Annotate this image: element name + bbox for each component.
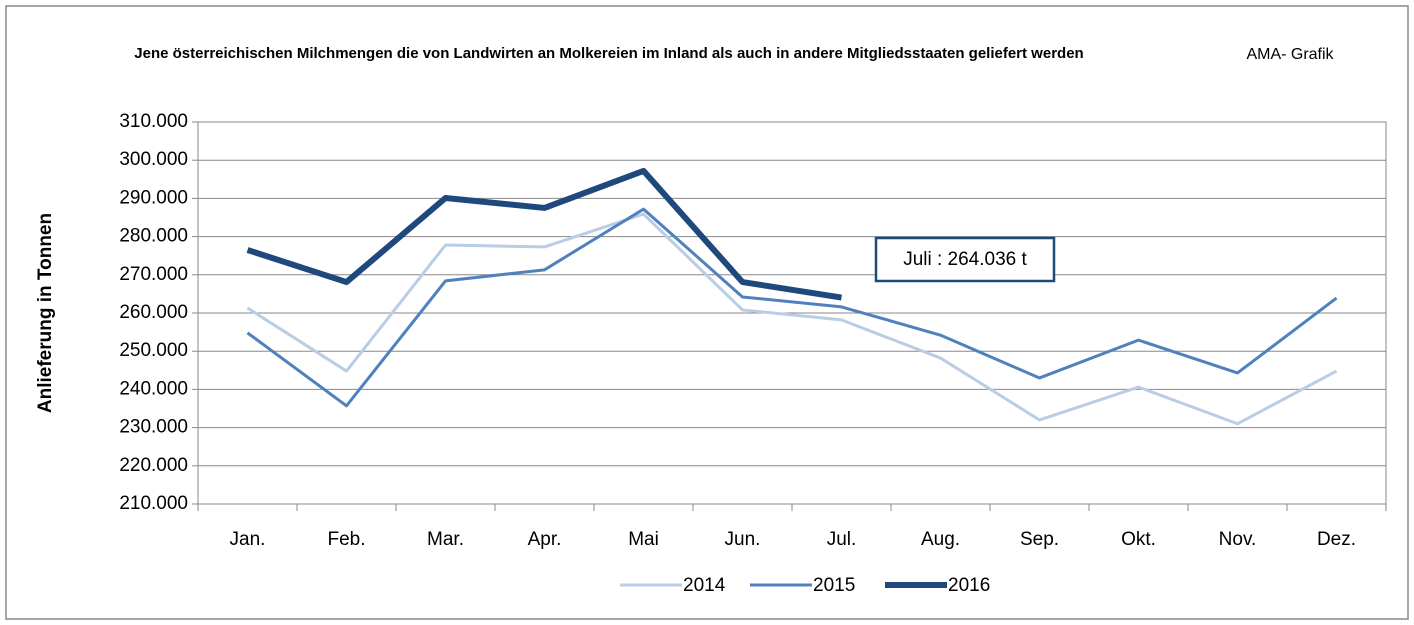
x-tick-label: Sep. [1020,529,1059,550]
source: AMA- Grafik [1246,46,1334,63]
y-tick-label: 310.000 [119,111,188,132]
x-tick-label: Nov. [1219,529,1257,550]
y-tick-label: 230.000 [119,417,188,438]
x-tick-label: Feb. [327,529,365,550]
chart-title: Jene österreichischen Milchmengen die vo… [134,45,1084,62]
x-tick-label: Jan. [230,529,266,550]
legend-label: 2014 [683,575,726,596]
y-tick-label: 250.000 [119,340,188,361]
annotation: Juli : 264.036 t [903,249,1027,270]
y-axis-label: Anlieferung in Tonnen [35,213,56,413]
y-tick-label: 220.000 [119,455,188,476]
y-tick-label: 240.000 [119,378,188,399]
x-tick-label: Jul. [827,529,857,550]
y-tick-label: 260.000 [119,302,188,323]
legend-label: 2015 [813,575,855,596]
legend-label: 2016 [948,575,990,596]
y-tick-label: 300.000 [119,149,188,170]
annotation-box [874,236,1056,283]
x-tick-label: Dez. [1317,529,1356,550]
series-line [246,207,1338,408]
series-line [246,212,1338,426]
x-tick-label: Mar. [427,529,464,550]
x-tick-label: Mai [628,529,659,550]
y-tick-label: 280.000 [119,226,188,247]
y-tick-label: 290.000 [119,187,188,208]
y-tick-label: 210.000 [119,493,188,514]
x-tick-label: Apr. [528,529,562,550]
y-tick-label: 270.000 [119,264,188,285]
x-tick-label: Jun. [725,529,761,550]
x-tick-label: Okt. [1121,529,1156,550]
x-tick-label: Aug. [921,529,960,550]
series-line [246,167,842,301]
